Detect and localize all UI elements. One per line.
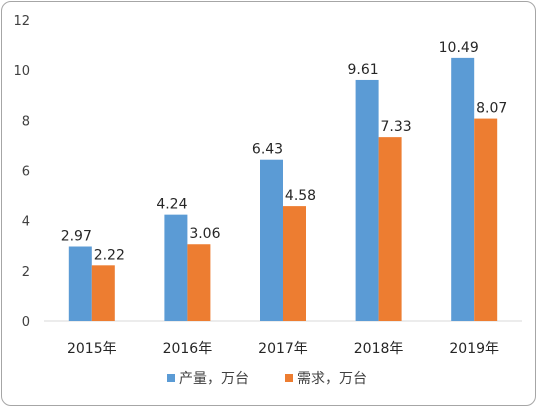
x-tick-label: 2018年: [354, 341, 404, 357]
data-labels: 2.97 4.24 6.43 9.61 10.49 2.22 3.06 4.58 7.33 8.0…: [61, 40, 508, 263]
x-axis: 2015年 2016年 2017年 2018年 2019年: [44, 320, 522, 357]
legend-swatch: [167, 374, 175, 382]
data-label: 3.06: [189, 226, 220, 242]
x-tick-label: 2017年: [258, 341, 308, 357]
x-tick-label: 2016年: [163, 341, 213, 357]
data-label: 8.07: [476, 101, 507, 117]
data-label: 9.61: [348, 62, 379, 78]
data-label: 2.97: [61, 229, 92, 245]
y-axis: 0 2 4 6 8 10 12: [13, 14, 30, 330]
data-label: 4.24: [156, 197, 187, 213]
bar: [164, 214, 188, 321]
legend: 产量，万台 需求，万台: [167, 371, 367, 387]
bar: [355, 79, 379, 322]
legend-label: 需求，万台: [297, 371, 367, 387]
x-tick-label: 2015年: [67, 341, 117, 357]
y-tick-label: 2: [22, 265, 30, 280]
data-label: 6.43: [252, 142, 283, 158]
data-label: 7.33: [381, 119, 412, 135]
bar: [283, 206, 306, 321]
bar: [474, 118, 498, 321]
y-tick-label: 6: [22, 165, 30, 180]
bar: [260, 159, 283, 321]
legend-label: 产量，万台: [179, 371, 249, 387]
data-label: 4.58: [285, 188, 316, 204]
y-tick-label: 0: [22, 315, 30, 330]
y-tick-label: 10: [13, 64, 30, 79]
legend-swatch: [285, 374, 293, 382]
x-tick-label: 2019年: [449, 341, 499, 357]
y-tick-label: 8: [22, 114, 30, 129]
data-label: 2.22: [94, 247, 125, 263]
bar: [451, 57, 475, 322]
bar: [91, 265, 115, 321]
bar: [378, 137, 402, 321]
y-tick-label: 4: [22, 215, 30, 230]
bars: [68, 57, 498, 322]
bar: [187, 244, 211, 321]
bar: [68, 246, 92, 321]
y-tick-label: 12: [13, 14, 30, 29]
data-label: 10.49: [439, 40, 479, 56]
